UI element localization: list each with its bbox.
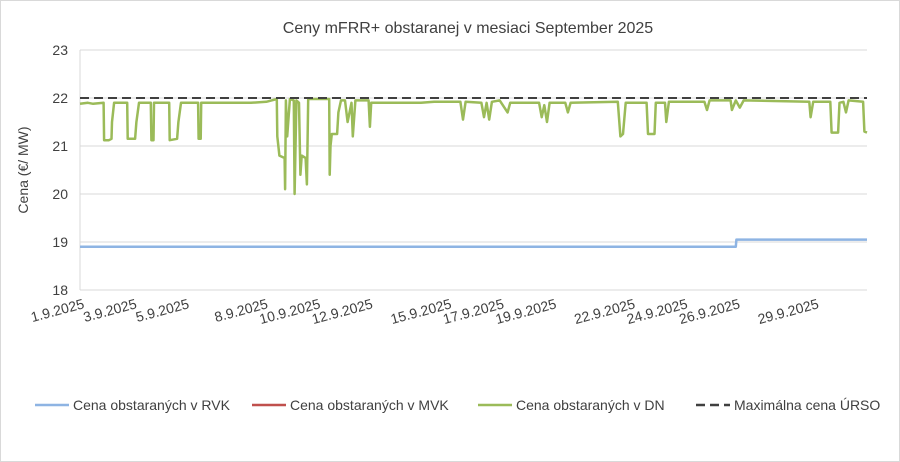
y-tick-label: 21: [52, 138, 68, 154]
y-tick-label: 22: [52, 90, 68, 106]
x-tick-label: 26.9.2025: [677, 295, 742, 327]
series-line-0: [80, 238, 867, 249]
series-line-2: [79, 97, 868, 196]
legend-label: Cena obstaraných v RVK: [73, 397, 231, 413]
y-tick-label: 20: [52, 186, 68, 202]
y-axis-label: Cena (€/ MW): [15, 126, 31, 213]
legend-label: Maximálna cena ÚRSO: [734, 397, 880, 413]
legend: Cena obstaraných v RVK Cena obstaraných v…: [35, 397, 880, 413]
x-tick-label: 12.9.2025: [310, 295, 375, 327]
x-tick-label: 19.9.2025: [494, 295, 559, 327]
y-tick-label: 18: [52, 282, 68, 298]
x-tick-label: 5.9.2025: [134, 295, 191, 325]
series-lines: [79, 97, 868, 249]
legend-label: Cena obstaraných v DN: [516, 397, 665, 413]
gridlines: [79, 49, 867, 291]
legend-label: Cena obstaraných v MVK: [290, 397, 449, 413]
y-tick-label: 19: [52, 234, 68, 250]
x-tick-label: 3.9.2025: [81, 295, 138, 325]
chart-title: Ceny mFRR+ obstaranej v mesiaci Septembe…: [283, 20, 653, 37]
y-axis-ticks: 18 19 20 21 22 23: [52, 42, 68, 298]
y-tick-label: 23: [52, 42, 68, 58]
x-tick-label: 1.9.2025: [29, 295, 86, 325]
x-tick-label: 29.9.2025: [756, 295, 821, 327]
